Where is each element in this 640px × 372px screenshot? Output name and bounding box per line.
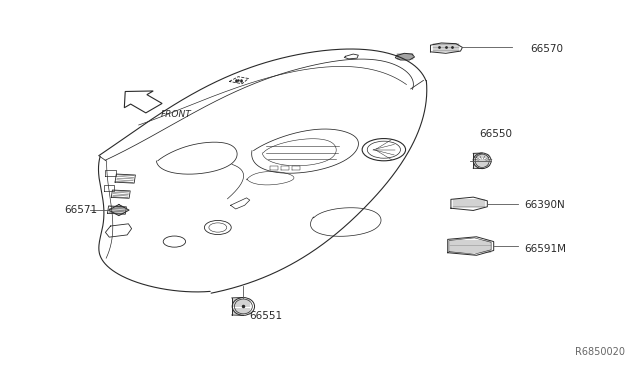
Text: FRONT: FRONT (161, 110, 191, 119)
Text: R6850020: R6850020 (575, 347, 625, 357)
Text: 66570: 66570 (531, 44, 564, 54)
Text: 66550: 66550 (479, 129, 513, 139)
Text: 66591M: 66591M (524, 244, 566, 254)
Text: 66571: 66571 (65, 205, 98, 215)
Text: 66390N: 66390N (524, 199, 565, 209)
Text: 66551: 66551 (249, 311, 282, 321)
Polygon shape (124, 91, 162, 113)
